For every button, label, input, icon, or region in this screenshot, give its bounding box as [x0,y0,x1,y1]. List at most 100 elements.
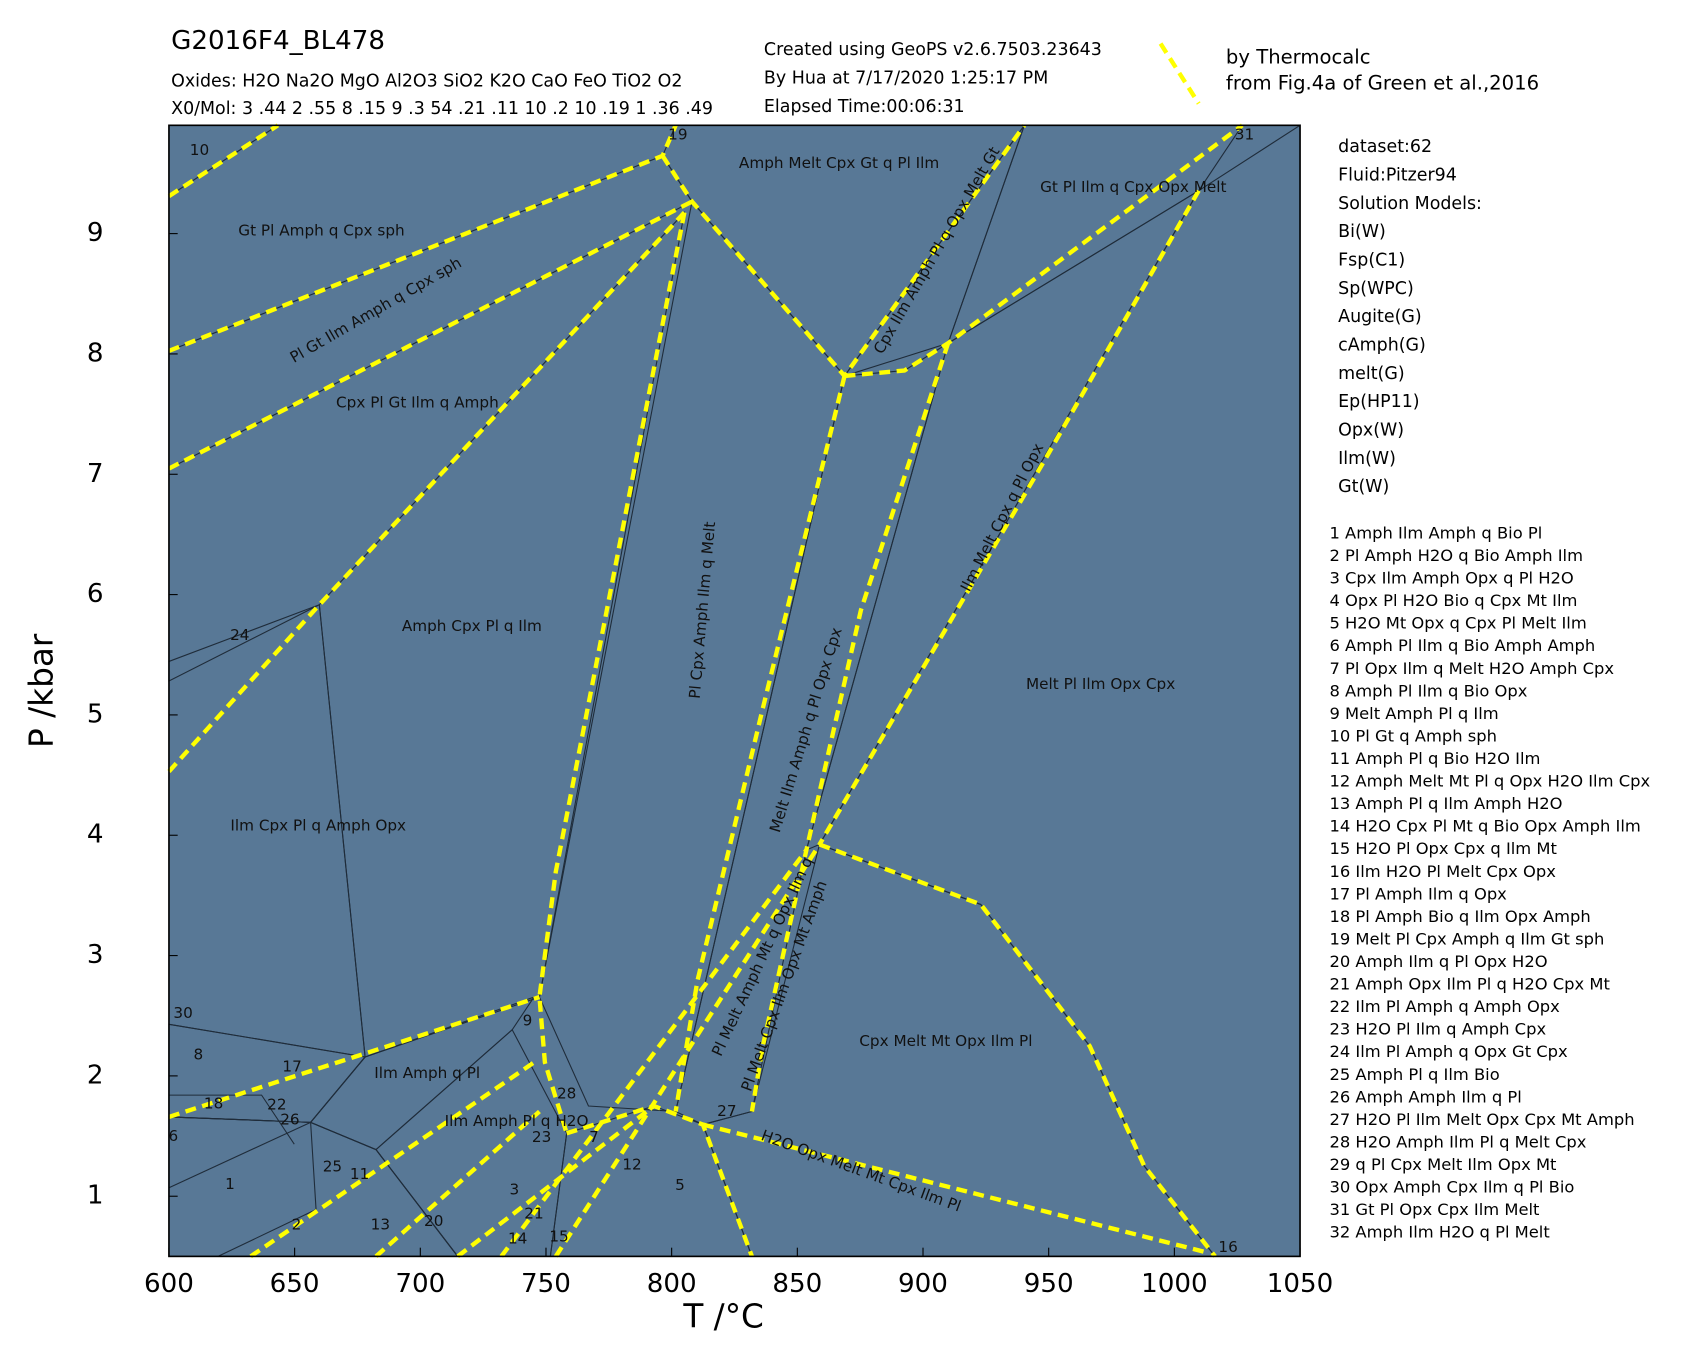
assemblage: 17 Pl Amph Ilm q Opx [1329,884,1507,903]
field-number: 31 [1235,126,1254,144]
boundary [168,1094,295,1145]
field-label: Gt Pl Ilm q Cpx Opx Melt [1040,178,1226,196]
y-tick-label: 4 [87,820,104,850]
settings-line: Fsp(C1) [1338,250,1405,270]
y-tick-label: 6 [87,579,104,609]
assemblage: 24 Ilm Pl Amph q Opx Gt Cpx [1329,1042,1568,1061]
settings-line: melt(G) [1338,364,1404,384]
reference-boundary [673,375,847,1112]
reference-boundary [499,848,809,1258]
x-tick-label: 900 [898,1269,948,1299]
field-number: 7 [589,1128,599,1146]
field-number: 24 [230,626,249,644]
field-number: 22 [267,1095,286,1113]
boundary [310,1121,459,1257]
field-number: 6 [168,1127,178,1145]
field-number: 14 [508,1229,527,1247]
settings-line: Ep(HP11) [1338,392,1419,412]
assemblage: 8 Amph Pl Ilm q Bio Opx [1329,681,1527,700]
field-number: 16 [1218,1238,1237,1256]
field-label: Ilm Cpx Pl q Amph Opx [230,816,406,834]
settings-line: Gt(W) [1338,477,1389,497]
field-number: 9 [523,1012,533,1030]
assemblage: 13 Amph Pl q Ilm Amph H2O [1329,794,1562,813]
x-axis-label: T /°C [682,1298,764,1336]
info: Elapsed Time:00:06:31 [764,97,965,117]
field-number: 11 [350,1165,369,1183]
field-label: Amph Cpx Pl q Ilm [402,617,542,635]
chart-title: G2016F4_BL478 [171,26,385,56]
assemblage: 2 Pl Amph H2O q Bio Amph Ilm [1329,546,1583,565]
assemblage: 29 q Pl Cpx Melt Ilm Opx Mt [1329,1155,1557,1174]
field-number: 3 [510,1180,520,1198]
field-number: 10 [190,141,209,159]
field-number: 8 [194,1045,204,1063]
settings-line: Sp(WPC) [1338,279,1414,299]
y-tick-label: 1 [87,1181,104,1211]
assemblage: 5 H2O Mt Opx q Cpx Pl Melt Ilm [1329,614,1586,633]
y-tick-label: 5 [87,699,104,729]
assemblage: 6 Amph Pl Ilm q Bio Amph Amph [1329,636,1595,655]
assemblage: 15 H2O Pl Opx Cpx q Ilm Mt [1329,839,1557,858]
settings-line: Solution Models: [1338,194,1482,214]
x-tick-label: 800 [647,1269,697,1299]
reference-boundary [553,843,822,1258]
assemblage: 12 Amph Melt Mt Pl q Opx H2O Ilm Cpx [1329,772,1650,791]
field-number: 15 [549,1227,568,1245]
reference-boundary [167,123,280,198]
x-tick-label: 950 [1024,1269,1074,1299]
settings-line: Ilm(W) [1338,449,1396,469]
field-label: Amph Melt Cpx Gt q Pl Ilm [739,154,939,172]
reference-boundary [818,842,1217,1258]
field-label: Gt Pl Amph q Cpx sph [238,222,404,240]
x-tick-label: 750 [521,1269,571,1299]
assemblage: 21 Amph Opx Ilm Pl q H2O Cpx Mt [1329,975,1610,994]
settings-line: dataset:62 [1338,137,1432,157]
field-number: 27 [717,1102,736,1120]
reference-boundary [167,211,686,773]
field-number: 21 [524,1204,543,1222]
boundary [168,1023,367,1123]
subtitle: Oxides: H2O Na2O MgO Al2O3 SiO2 K2O CaO … [171,72,682,92]
x-tick-label: 600 [144,1269,194,1299]
assemblage: 32 Amph Ilm H2O q Pl Melt [1329,1223,1550,1242]
reference-boundary [167,199,693,471]
y-tick-label: 8 [87,338,104,368]
subtitle: X0/Mol: 3 .44 2 .55 8 .15 9 .3 54 .21 .1… [171,99,713,119]
field-number: 26 [280,1111,299,1129]
plot-frame [168,124,1301,1258]
settings-line: Augite(G) [1338,307,1422,327]
field-number: 1 [225,1175,235,1193]
field-label: Melt Pl Ilm Opx Cpx [1026,675,1175,693]
settings-line: Fluid:Pitzer94 [1338,165,1457,185]
y-tick-label: 9 [87,218,104,248]
field-number: 2 [292,1215,302,1233]
plot-area: Amph Melt Cpx Gt q Pl Ilm Gt Pl Ilm q Cpx… [167,123,1301,1259]
assemblage: 25 Amph Pl q Ilm Bio [1329,1065,1499,1084]
assemblage: 23 H2O Pl Ilm q Amph Cpx [1329,1020,1546,1039]
assemblage: 3 Cpx Ilm Amph Opx q Pl H2O [1329,569,1573,588]
assemblage: 16 Ilm H2O Pl Melt Cpx Opx [1329,862,1556,881]
assemblage: 9 Melt Amph Pl q Ilm [1329,704,1498,723]
assemblage: 28 H2O Amph Ilm Pl q Melt Cpx [1329,1132,1586,1151]
legend-label: by Thermocalc [1226,45,1371,68]
reference-boundary [374,1109,541,1259]
settings-line: Bi(W) [1338,222,1386,242]
x-tick-label: 650 [270,1269,320,1299]
assemblage: 26 Amph Amph Ilm q Pl [1329,1087,1521,1106]
y-tick-label: 7 [87,459,104,489]
field-number: 20 [424,1212,443,1230]
assemblage: 31 Gt Pl Opx Cpx Ilm Melt [1329,1200,1540,1219]
field-number: 23 [532,1128,551,1146]
boundary [318,604,366,1058]
assemblage: 22 Ilm Pl Amph q Amph Opx [1329,997,1560,1016]
x-tick-label: 1000 [1141,1269,1208,1299]
assemblage: 20 Amph Ilm q Pl Opx H2O [1329,952,1547,971]
x-tick-label: 700 [395,1269,445,1299]
field-number: 18 [204,1094,223,1112]
settings-line: cAmph(G) [1338,335,1426,355]
assemblage: 1 Amph Ilm Amph q Bio Pl [1329,523,1542,542]
assemblage: 10 Pl Gt q Amph sph [1329,726,1497,745]
